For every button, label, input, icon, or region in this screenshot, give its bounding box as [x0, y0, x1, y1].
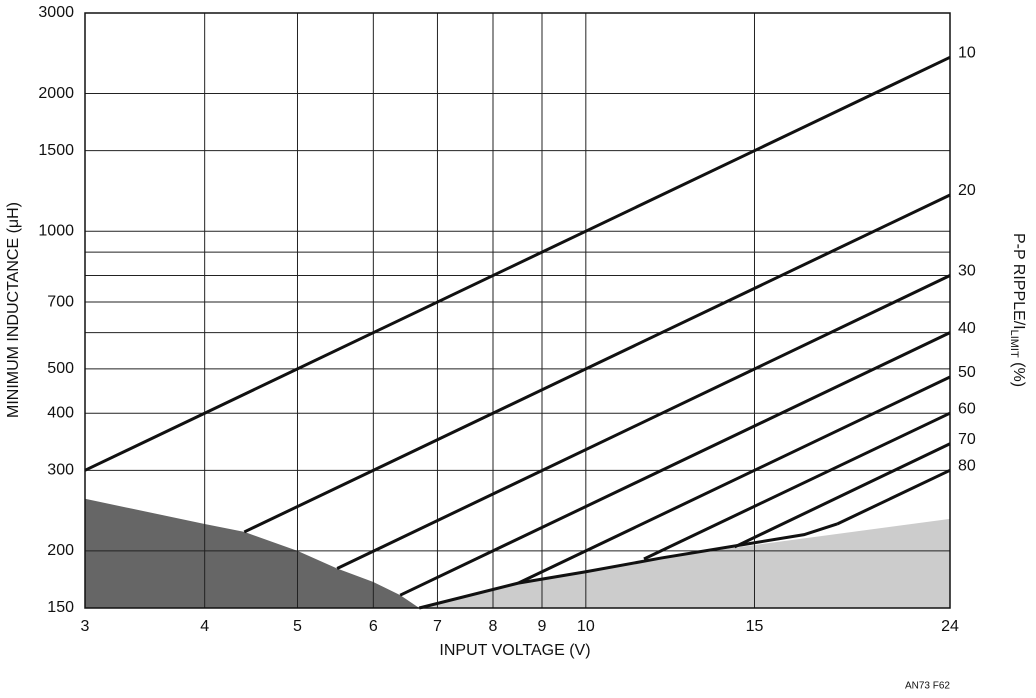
x-tick-label: 6: [369, 618, 378, 635]
series-line: [336, 274, 951, 570]
x-tick-label: 10: [577, 618, 595, 635]
y2-label-part: (%): [1010, 358, 1027, 387]
y-tick-label: 1000: [38, 222, 74, 239]
regions: [85, 498, 950, 608]
series-label: 80: [958, 458, 976, 475]
series-line: [84, 55, 951, 472]
x-tick-label: 5: [293, 618, 302, 635]
x-tick-label: 15: [746, 618, 764, 635]
series-label: 30: [958, 263, 976, 280]
series-label: 50: [958, 364, 976, 381]
series-label: 10: [958, 45, 976, 62]
series-label: 20: [958, 182, 976, 199]
series-line: [643, 411, 951, 561]
y2-label-part: P-P RIPPLE/I: [1010, 233, 1027, 330]
x-tick-label: 24: [941, 618, 959, 635]
x-tick-label: 9: [538, 618, 547, 635]
footnote: AN73 F62: [905, 681, 950, 692]
series-line: [836, 468, 951, 526]
y-tick-label: 2000: [38, 85, 74, 102]
y-tick-label: 200: [47, 542, 74, 559]
series-label: 40: [958, 320, 976, 337]
series-line: [517, 375, 951, 585]
series-line: [399, 331, 951, 597]
plot-frame: [84, 12, 951, 609]
x-tick-label: 8: [489, 618, 498, 635]
series-line: [733, 442, 951, 549]
region: [85, 498, 420, 608]
series-label: 70: [958, 431, 976, 448]
x-tick-label: 3: [81, 618, 90, 635]
region: [419, 518, 950, 608]
y2-label-sub: LIMIT: [1008, 330, 1020, 358]
x-axis-label: INPUT VOLTAGE (V): [439, 642, 590, 659]
y-axis-label: MINIMUM INDUCTANCE (μH): [5, 202, 22, 418]
grid: [84, 12, 951, 609]
y-tick-label: 150: [47, 599, 74, 616]
series-line: [243, 193, 951, 534]
x-tick-label: 4: [200, 618, 209, 635]
y-tick-label: 500: [47, 360, 74, 377]
series-line: [418, 522, 838, 610]
y-tick-label: 400: [47, 404, 74, 421]
y-tick-label: 300: [47, 462, 74, 479]
y-tick-label: 1500: [38, 142, 74, 159]
y-tick-label: 700: [47, 293, 74, 310]
x-tick-label: 7: [433, 618, 442, 635]
y2-axis-label: P-P RIPPLE/ILIMIT (%): [1008, 233, 1027, 387]
y-tick-label: 3000: [38, 4, 74, 21]
series-label: 60: [958, 400, 976, 417]
